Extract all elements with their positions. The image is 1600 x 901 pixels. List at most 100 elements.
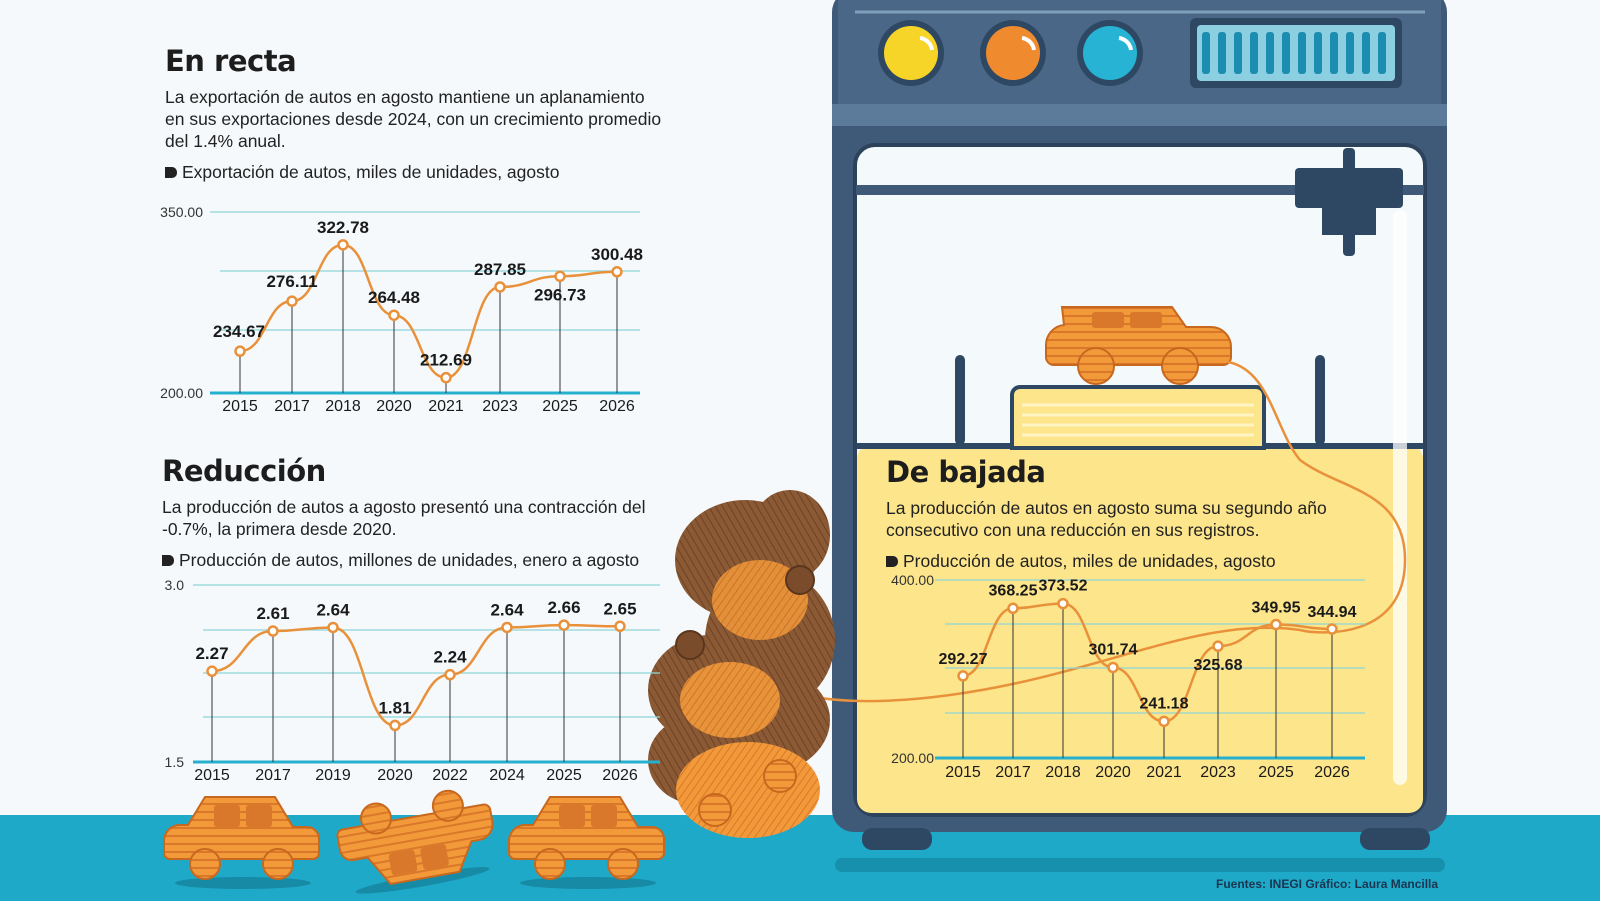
- data-label: 368.25: [989, 582, 1038, 599]
- data-label: 322.78: [317, 218, 369, 237]
- x-tick-label: 2021: [428, 398, 464, 415]
- data-label: 301.74: [1089, 641, 1138, 658]
- x-tick-label: 2017: [274, 398, 310, 415]
- x-tick-label: 2021: [1146, 764, 1182, 781]
- filament-line: [699, 360, 1407, 703]
- data-point: [1007, 602, 1019, 615]
- x-tick-label: 2026: [599, 398, 635, 415]
- data-label: 264.48: [368, 288, 420, 307]
- data-label: 2.24: [433, 648, 467, 667]
- chart-description: La exportación de autos en agosto mantie…: [165, 87, 662, 151]
- floor-car-2-icon: [336, 789, 494, 894]
- chart-ylabel: Producción de autos, millones de unidade…: [179, 550, 640, 570]
- data-point: [1158, 715, 1170, 728]
- x-tick-label: 2020: [376, 398, 412, 415]
- data-label: 287.85: [474, 260, 526, 279]
- data-point: [206, 665, 218, 677]
- x-tick-label: 2017: [995, 764, 1031, 781]
- data-point: [389, 719, 401, 732]
- chart-title: Reducción: [162, 454, 326, 488]
- data-point: [267, 625, 279, 637]
- y-tick-label: 350.00: [160, 204, 203, 220]
- chart-title: En recta: [165, 44, 297, 78]
- chart-produccion-anual: 3.0 1.5 2.27 2015 2.61 2017 2.64 2019 1.81 2020 2.…: [165, 577, 660, 784]
- data-label: 2.65: [603, 599, 636, 618]
- data-point: [286, 295, 298, 307]
- x-tick-label: 2020: [1095, 764, 1131, 781]
- floor-car-3-icon: [508, 796, 665, 889]
- chart-ylabel: Producción de autos, miles de unidades, …: [903, 551, 1276, 571]
- data-label: 292.27: [939, 651, 988, 668]
- x-tick-label: 2018: [1045, 764, 1081, 781]
- data-label: 212.69: [420, 351, 472, 370]
- data-label: 1.81: [378, 698, 411, 717]
- floor-car-1-icon: [163, 796, 320, 889]
- data-label: 296.73: [534, 285, 586, 304]
- data-point: [614, 620, 626, 633]
- x-tick-label: 2023: [1200, 764, 1236, 781]
- data-label: 349.95: [1252, 600, 1301, 617]
- data-point: [611, 266, 623, 278]
- data-label: 344.94: [1308, 604, 1357, 621]
- data-point: [554, 270, 566, 283]
- x-tick-label: 2025: [1258, 764, 1294, 781]
- panel-en-recta: En recta La exportación de autos en agos…: [165, 44, 665, 183]
- data-point: [327, 621, 339, 634]
- panel-de-bajada: De bajada La producción de autos en agos…: [886, 455, 1406, 572]
- x-tick-label: 2020: [377, 767, 413, 784]
- x-tick-label: 2019: [315, 767, 351, 784]
- x-tick-label: 2025: [546, 767, 582, 784]
- chart-exportacion: 350.00 200.00 234.67 2015 276.11 2017 322.78 20…: [160, 204, 643, 415]
- data-label: 2.66: [547, 598, 580, 617]
- data-point: [1057, 597, 1069, 610]
- data-point: [234, 345, 246, 357]
- data-label: 373.52: [1039, 578, 1088, 595]
- data-point: [444, 668, 456, 681]
- data-point: [957, 670, 969, 682]
- printed-car-icon: [1044, 306, 1232, 385]
- data-point: [494, 281, 506, 293]
- x-tick-label: 2024: [489, 767, 525, 784]
- tag-icon: [165, 167, 177, 178]
- x-tick-label: 2015: [945, 764, 981, 781]
- chart-description: La producción de autos a agosto presentó…: [162, 497, 646, 539]
- data-label: 234.67: [213, 322, 265, 341]
- chart-description: La producción de autos en agosto suma su…: [886, 498, 1327, 540]
- y-tick-label: 200.00: [891, 750, 934, 766]
- data-label: 241.18: [1140, 695, 1189, 712]
- car-pile-illustration: [648, 490, 835, 838]
- data-label: 276.11: [266, 272, 317, 291]
- data-label: 2.64: [490, 600, 524, 619]
- chart-title: De bajada: [886, 455, 1046, 489]
- x-tick-label: 2026: [1314, 764, 1350, 781]
- x-tick-label: 2022: [432, 767, 468, 784]
- x-tick-label: 2025: [542, 398, 578, 415]
- data-point: [558, 619, 570, 631]
- data-point: [501, 621, 513, 634]
- chart-unit-label: Producción de autos, miles de unidades, …: [886, 551, 1406, 572]
- chart-unit-label: Producción de autos, millones de unidade…: [162, 550, 682, 571]
- y-tick-label: 200.00: [160, 385, 203, 401]
- x-tick-label: 2017: [255, 767, 291, 784]
- x-tick-label: 2015: [222, 398, 258, 415]
- tag-icon: [886, 556, 898, 567]
- data-label: 2.27: [195, 644, 228, 663]
- y-tick-label: 1.5: [165, 754, 185, 770]
- x-tick-label: 2015: [194, 767, 230, 784]
- panel-reduccion: Reducción La producción de autos a agost…: [162, 454, 682, 571]
- y-tick-label: 400.00: [891, 572, 934, 588]
- data-label: 325.68: [1194, 657, 1243, 674]
- data-point: [388, 309, 400, 321]
- chart-produccion-agosto: 400.00 200.00 292.27 2015 368.25 2017 373.52 20…: [891, 572, 1365, 781]
- data-point: [1326, 623, 1338, 635]
- chart-unit-label: Exportación de autos, miles de unidades,…: [165, 162, 665, 183]
- data-label: 2.64: [316, 600, 350, 619]
- credits: Fuentes: INEGI Gráfico: Laura Mancilla: [1216, 877, 1439, 891]
- data-label: 2.61: [256, 604, 289, 623]
- tag-icon: [162, 555, 174, 566]
- data-point: [440, 371, 452, 384]
- data-point: [1107, 661, 1119, 674]
- data-point: [1270, 618, 1282, 631]
- data-label: 300.48: [591, 245, 643, 264]
- x-tick-label: 2018: [325, 398, 361, 415]
